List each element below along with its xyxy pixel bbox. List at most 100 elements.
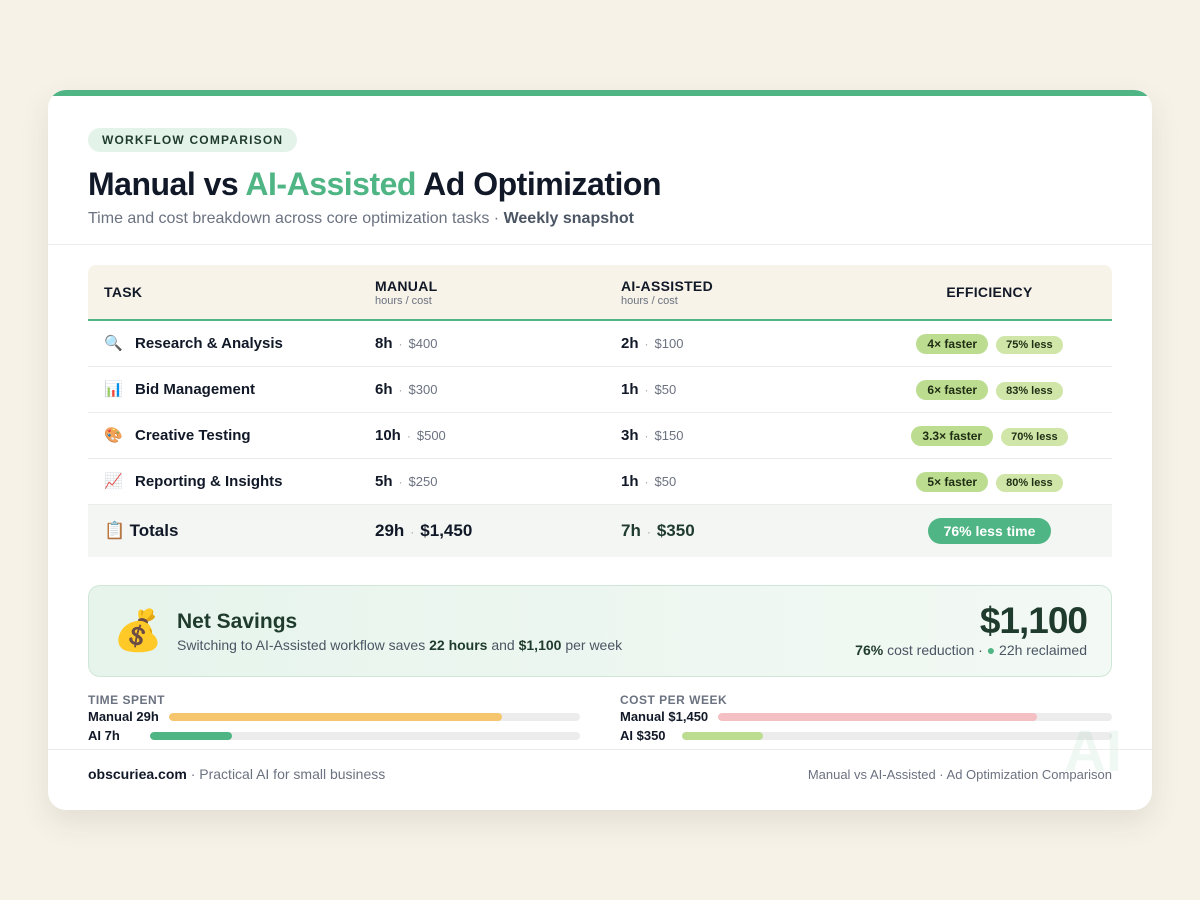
ai-cell: 2h · $100: [621, 334, 684, 352]
bar-chart-icon: 📊: [104, 381, 123, 398]
cost-manual-row: Manual $1,450: [620, 707, 1112, 726]
header-manual-sub: hours / cost: [375, 294, 432, 307]
subtitle-text: Time and cost breakdown across core opti…: [88, 210, 504, 227]
cost-manual-track: [718, 712, 1112, 721]
ai-cell: 3h · $150: [621, 426, 684, 444]
ai-cost: $100: [654, 335, 684, 351]
table-header: TASK MANUAL hours / cost AI-ASSISTED hou…: [88, 265, 1112, 321]
cost-per-week-title: COST PER WEEK: [620, 693, 728, 707]
comparison-card: WORKFLOW COMPARISON Manual vs AI-Assiste…: [48, 90, 1152, 810]
card-header: WORKFLOW COMPARISON Manual vs AI-Assiste…: [88, 128, 1112, 230]
title-part-2: Ad Optimization: [415, 166, 661, 202]
title-accent: AI-Assisted: [245, 166, 416, 202]
savings-desc-part-2: and: [487, 637, 519, 653]
savings-description: Switching to AI-Assisted workflow saves …: [177, 637, 622, 653]
footer-caption: Manual vs AI-Assisted · Ad Optimization …: [807, 767, 1112, 782]
header-divider: [48, 244, 1152, 245]
manual-hours: 10h: [375, 426, 401, 444]
faster-badge: 6× faster: [916, 379, 989, 400]
time-ai-track: [149, 731, 580, 740]
manual-cost: $250: [408, 473, 438, 489]
time-spent-bars: TIME SPENT Manual 29h AI 7h: [88, 693, 580, 745]
header-manual-label: MANUAL: [375, 277, 438, 294]
savings-desc-money: $1,100: [518, 637, 562, 653]
totals-task-cell: 📋 Totals: [88, 521, 375, 541]
category-pill: WORKFLOW COMPARISON: [88, 128, 298, 152]
footer-brand: obscuriea.com · Practical AI for small b…: [88, 766, 385, 782]
totals-ai-cost: $350: [656, 521, 695, 540]
manual-cell: 5h · $250: [375, 472, 438, 490]
time-ai-row: AI 7h: [88, 726, 580, 745]
manual-hours: 6h: [375, 380, 393, 398]
palette-icon: 🎨: [104, 427, 123, 444]
savings-desc-part-3: per week: [561, 637, 623, 653]
totals-manual-cost: $1,450: [420, 521, 473, 540]
less-badge: 75% less: [996, 335, 1063, 354]
table-row: 📈 Reporting & Insights 5h · $250 1h · $50 5× fas…: [88, 459, 1112, 505]
footer-divider: [48, 749, 1152, 750]
manual-cost: $300: [408, 381, 438, 397]
manual-cost: $400: [408, 335, 438, 351]
ai-cost: $50: [654, 473, 677, 489]
faster-badge: 4× faster: [916, 333, 989, 354]
task-label: Reporting & Insights: [135, 473, 283, 490]
ai-hours: 1h: [621, 380, 639, 398]
task-cell: 📊 Bid Management: [88, 380, 375, 399]
savings-meta-pct: 76%: [855, 642, 884, 658]
cost-ai-track: [681, 731, 1112, 740]
header-efficiency-label: EFFICIENCY: [946, 284, 1033, 300]
subtitle-strong: Weekly snapshot: [503, 210, 634, 227]
totals-row: 📋 Totals 29h · $1,450 7h · $350 76% less tim…: [88, 505, 1112, 557]
task-label: Creative Testing: [135, 427, 251, 444]
cost-ai-label: AI $350: [620, 728, 666, 743]
totals-ai-cell: 7h · $350: [621, 521, 695, 540]
cost-ai-row: AI $350: [620, 726, 1112, 745]
time-ai-label: AI 7h: [88, 728, 120, 743]
manual-hours: 8h: [375, 334, 393, 352]
efficiency-cell: 4× faster 75% less: [867, 333, 1112, 354]
totals-badge: 76% less time: [927, 518, 1052, 544]
trend-chart-icon: 📈: [104, 473, 123, 490]
table-row: 🎨 Creative Testing 10h · $500 3h · $150 3.3× fas…: [88, 413, 1112, 459]
net-savings-panel: 💰 Net Savings Switching to AI-Assisted w…: [88, 585, 1112, 677]
ai-watermark: AI: [1064, 719, 1122, 784]
task-cell: 📈 Reporting & Insights: [88, 472, 375, 491]
card-accent-bar: [48, 90, 1152, 96]
time-ai-fill: [149, 731, 232, 740]
savings-meta: 76% cost reduction · ● 22h reclaimed: [855, 642, 1087, 658]
table-row: 🔍 Research & Analysis 8h · $400 2h · $100 4× fas…: [88, 321, 1112, 367]
cost-ai-fill: [681, 731, 764, 740]
header-ai-label: AI-ASSISTED: [621, 277, 713, 294]
ai-cell: 1h · $50: [621, 472, 677, 490]
savings-desc-part-1: Switching to AI-Assisted workflow saves: [177, 637, 430, 653]
totals-manual-hours: 29h: [375, 521, 405, 540]
page-subtitle: Time and cost breakdown across core opti…: [88, 208, 1112, 230]
task-label: Bid Management: [135, 381, 256, 398]
cost-manual-label: Manual $1,450: [620, 709, 709, 724]
time-manual-track: [168, 712, 580, 721]
brand-link[interactable]: obscuriea.com: [88, 766, 187, 782]
faster-badge: 5× faster: [916, 471, 989, 492]
efficiency-cell: 3.3× faster 70% less: [867, 425, 1112, 446]
totals-efficiency-cell: 76% less time: [867, 518, 1112, 544]
ai-hours: 2h: [621, 334, 639, 352]
manual-cost: $500: [416, 427, 446, 443]
manual-cell: 6h · $300: [375, 380, 438, 398]
ai-cost: $150: [654, 427, 684, 443]
efficiency-cell: 5× faster 80% less: [867, 471, 1112, 492]
savings-amount: $1,100: [979, 600, 1088, 641]
totals-ai-hours: 7h: [621, 521, 641, 540]
efficiency-cell: 6× faster 83% less: [867, 379, 1112, 400]
task-label: Research & Analysis: [135, 335, 283, 352]
manual-cell: 10h · $500: [375, 426, 446, 444]
savings-title: Net Savings: [177, 610, 298, 633]
comparison-table: TASK MANUAL hours / cost AI-ASSISTED hou…: [88, 265, 1112, 557]
cost-manual-fill: [718, 712, 1038, 721]
totals-label: Totals: [129, 521, 179, 540]
totals-manual-cell: 29h · $1,450: [375, 521, 473, 540]
time-manual-fill: [168, 712, 502, 721]
title-part-1: Manual vs: [88, 166, 246, 202]
cost-per-week-bars: COST PER WEEK Manual $1,450 AI $350: [620, 693, 1112, 745]
money-bag-icon: 💰: [113, 609, 163, 653]
savings-meta-part-1: cost reduction ·: [883, 642, 987, 658]
